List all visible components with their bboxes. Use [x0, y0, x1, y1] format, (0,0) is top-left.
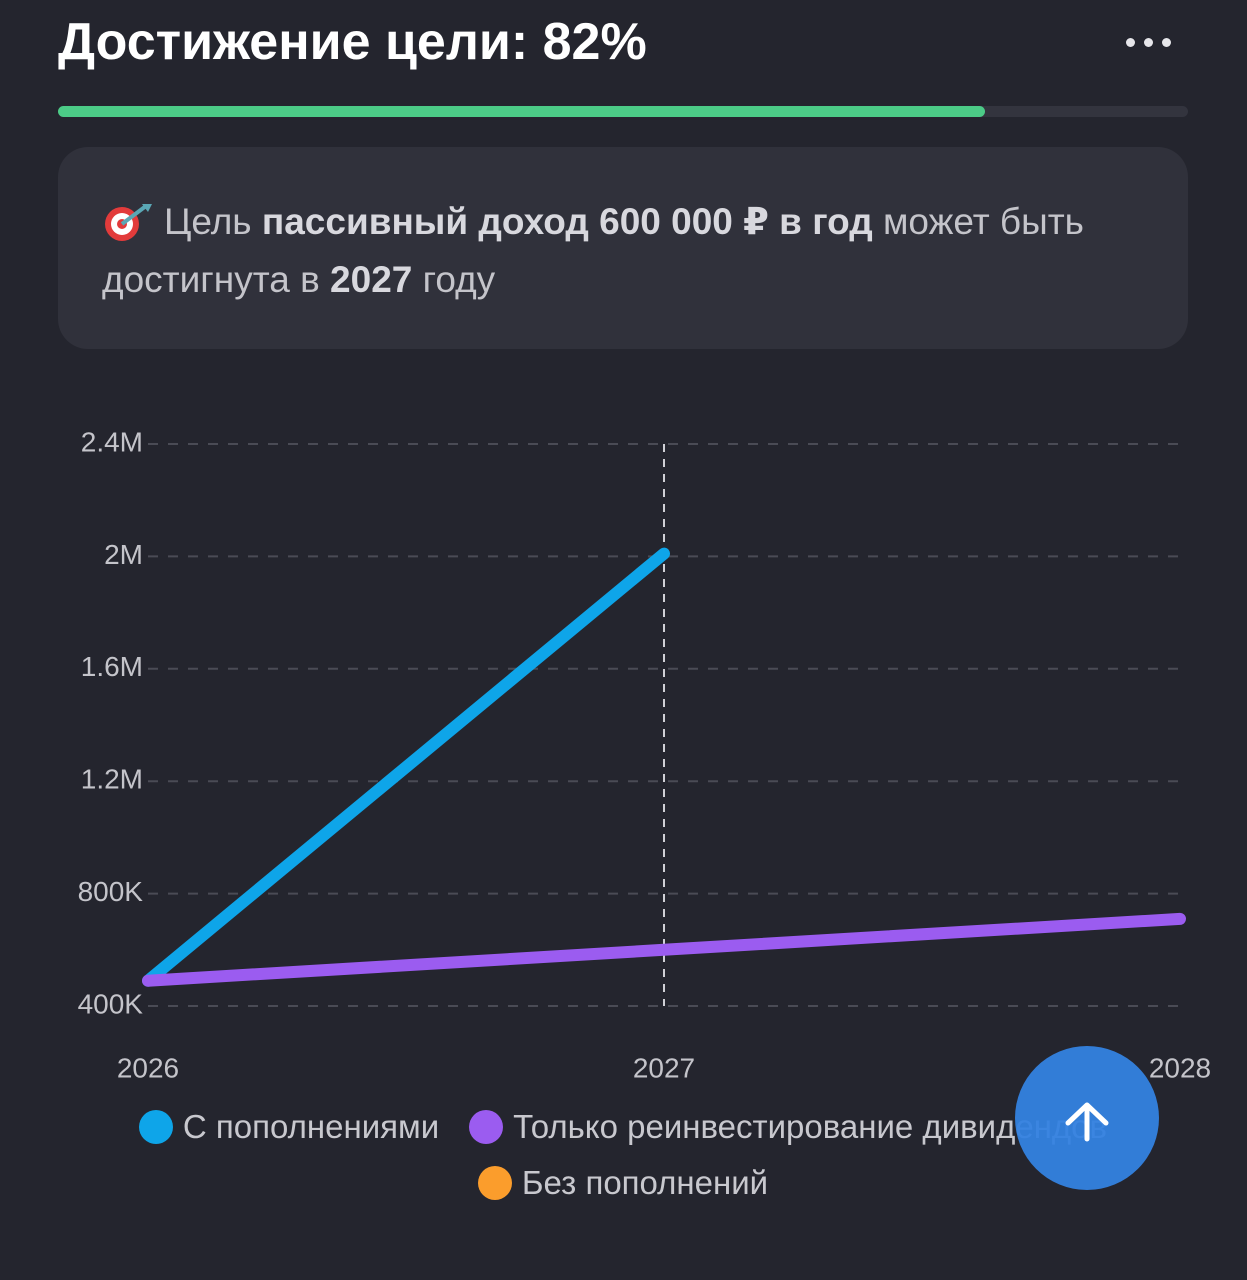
y-tick-label: 400K [78, 988, 144, 1019]
legend-swatch [469, 1110, 504, 1144]
legend-item: Только реинвестирование дивидендов [469, 1108, 1107, 1146]
info-text: 2027 [330, 259, 413, 300]
menu-button[interactable] [1126, 28, 1184, 56]
progress-track [58, 106, 1188, 117]
y-tick-label: 1.2M [81, 764, 143, 795]
series-line [142, 912, 1186, 987]
dot [1126, 37, 1135, 47]
y-tick-label: 2.4M [81, 426, 143, 457]
info-card: Цель пассивный доход 600 000 ₽ в год мож… [58, 147, 1188, 349]
series-line [142, 547, 670, 987]
goal-title: Достижение цели: 82% [58, 13, 647, 71]
y-tick-label: 800K [78, 876, 144, 907]
legend-label: Только реинвестирование дивидендов [513, 1108, 1108, 1145]
arrow-up-icon [1065, 1102, 1109, 1142]
x-tick-label: 2027 [633, 1052, 695, 1083]
scroll-up-button[interactable] [1015, 1046, 1159, 1190]
target-icon [105, 204, 152, 241]
legend-swatch [138, 1110, 173, 1144]
x-tick-label: 2026 [117, 1052, 179, 1083]
y-tick-label: 1.6M [81, 651, 143, 682]
legend-swatch [477, 1166, 512, 1200]
info-text: может быть достигнута в [102, 201, 1084, 300]
legend: С пополнениями Только реинвестирование ди… [58, 1108, 1188, 1202]
chart: 400K 800K 1.2M 1.6M 2M 2.4M 2026 2027 2028 [78, 426, 1212, 1083]
info-text: Цель [164, 201, 262, 242]
x-tick-label: 2028 [1149, 1052, 1211, 1083]
y-tick-label: 2M [104, 539, 143, 570]
dot [1144, 37, 1153, 47]
legend-label: Без пополнений [521, 1164, 769, 1201]
dot [1162, 37, 1171, 47]
legend-item: Без пополнений [477, 1164, 769, 1202]
info-text: пассивный доход 600 000 ₽ в год [261, 201, 873, 242]
progress-fill [58, 106, 985, 117]
info-text: году [412, 259, 496, 300]
legend-item: С пополнениями [138, 1108, 440, 1146]
legend-label: С пополнениями [182, 1108, 440, 1145]
